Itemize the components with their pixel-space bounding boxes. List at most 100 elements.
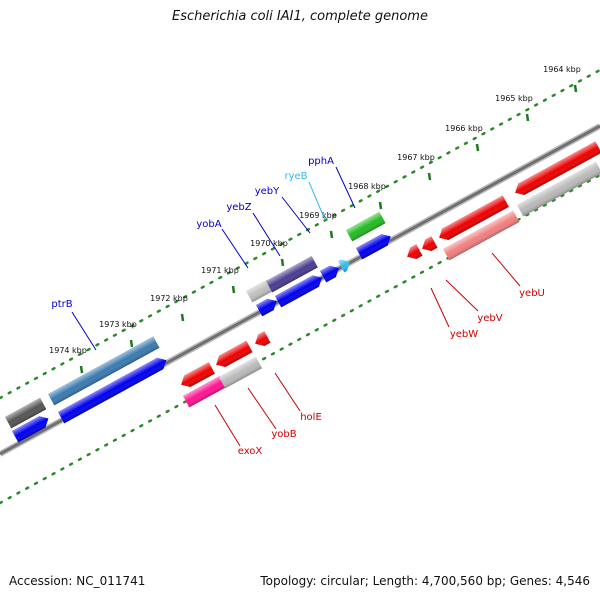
gene-shading	[183, 375, 227, 408]
gene-shading	[216, 340, 253, 368]
gene-shading	[48, 336, 160, 406]
label-leader-line	[214, 404, 241, 447]
gene-ryeB[interactable]	[338, 256, 353, 273]
gene-yobB[interactable]	[219, 356, 263, 389]
label-leader-line	[445, 279, 479, 312]
scale-tick-label: 1965 kbp	[495, 94, 533, 103]
label-leader-line	[308, 181, 326, 221]
gene-shading	[517, 161, 600, 217]
scale-tick-mark	[180, 313, 185, 322]
gene-label-yebW[interactable]: yebW	[450, 329, 478, 340]
label-leader-line	[252, 212, 281, 257]
scale-tick-mark	[329, 230, 334, 239]
gene-shading	[439, 195, 509, 241]
scale-tick-label: 1964 kbp	[543, 65, 581, 74]
gene-shading	[58, 357, 167, 424]
gene-ptrB[interactable]	[48, 336, 160, 406]
map-title: Escherichia coli IAI1, complete genome	[172, 9, 428, 24]
gene-shading	[515, 141, 600, 196]
gene-yobA[interactable]	[256, 295, 280, 317]
gene-block[interactable]	[5, 397, 47, 429]
gene-shading	[338, 259, 350, 273]
gene-shading	[443, 210, 520, 261]
scale-tick-mark	[231, 285, 236, 294]
gene-block[interactable]	[517, 161, 600, 217]
label-leader-line	[71, 311, 97, 351]
gene-yebV[interactable]	[419, 236, 438, 254]
gene-shading	[266, 256, 318, 293]
gene-label-yebU[interactable]: yebU	[519, 288, 545, 299]
gene-shading	[275, 275, 322, 308]
gene-arrow-reverse[interactable]	[436, 195, 509, 244]
scale-tick-mark	[525, 113, 530, 122]
scale-tick-mark	[280, 258, 285, 267]
gene-label-exoX[interactable]: exoX	[238, 446, 263, 457]
scale-tick-label: 1972 kbp	[150, 294, 188, 303]
gene-holE[interactable]	[252, 331, 271, 349]
gene-label-yobA[interactable]: yobA	[196, 219, 221, 230]
gene-label-ptrB[interactable]: ptrB	[51, 299, 72, 310]
label-leader-line	[221, 228, 249, 269]
gene-arrow-forward[interactable]	[12, 413, 52, 443]
scale-tick-label: 1974 kbp	[49, 346, 87, 355]
scale-tick-label: 1970 kbp	[250, 239, 288, 248]
gene-label-holE[interactable]: holE	[300, 412, 322, 423]
gene-shading	[12, 416, 49, 443]
gene-label-pphA[interactable]: pphA	[308, 156, 334, 167]
gene-label-ryeB[interactable]: ryeB	[284, 171, 307, 182]
gene-block[interactable]	[246, 279, 274, 303]
scale-tick-label: 1973 kbp	[99, 320, 137, 329]
scale-tick-mark	[573, 84, 578, 93]
label-leader-line	[247, 387, 277, 430]
scale-tick-mark	[378, 201, 383, 210]
gene-label-yebZ[interactable]: yebZ	[226, 202, 251, 213]
gene-features	[5, 141, 600, 443]
accession-text: Accession: NC_011741	[9, 574, 146, 588]
gene-arrow-reverse[interactable]	[213, 340, 253, 371]
scale-tick-label: 1969 kbp	[299, 211, 337, 220]
scale-tick-label: 1968 kbp	[348, 182, 386, 191]
gene-arrow-forward[interactable]	[356, 231, 394, 260]
gene-shading	[255, 331, 271, 347]
gene-yebZ[interactable]	[266, 256, 318, 293]
gene-arrow-reverse[interactable]	[512, 141, 600, 198]
gene-shading	[422, 236, 438, 252]
gene-shading	[5, 397, 47, 429]
scale-ticks: 1964 kbp 1965 kbp 1966 kbp 1967 kbp 1968 kbp…	[49, 65, 581, 374]
gene-arrow-forward[interactable]	[320, 262, 342, 283]
gene-shading	[219, 356, 263, 389]
gene-label-yebV[interactable]: yebV	[477, 313, 502, 324]
gene-label-yobB[interactable]: yobB	[271, 429, 296, 440]
gene-shading	[407, 244, 423, 260]
label-leader-line	[274, 372, 301, 412]
gene-shading	[181, 362, 215, 388]
gene-shading	[346, 211, 386, 242]
label-leader-line	[491, 252, 521, 287]
gene-pphA[interactable]	[346, 211, 386, 242]
gene-exoX[interactable]	[183, 375, 227, 408]
label-leader-line	[281, 196, 311, 234]
gene-yebW[interactable]	[404, 244, 423, 262]
scale-tick-mark	[475, 143, 480, 152]
gene-arrow-reverse[interactable]	[178, 362, 215, 390]
scale-tick-mark	[129, 339, 134, 348]
genome-summary-text: Topology: circular; Length: 4,700,560 bp…	[260, 574, 590, 588]
scale-tick-mark	[427, 172, 432, 181]
scale-tick-label: 1966 kbp	[445, 124, 483, 133]
gene-label-yebY[interactable]: yebY	[255, 186, 280, 197]
gene-yebU[interactable]	[443, 210, 520, 261]
gene-shading	[256, 298, 277, 317]
gene-arrow-forward[interactable]	[58, 354, 170, 424]
scale-tick-mark	[79, 365, 84, 374]
gene-yebY[interactable]	[275, 272, 325, 308]
gene-shading	[320, 265, 339, 283]
label-leader-line	[335, 166, 356, 209]
gene-shading	[356, 234, 391, 260]
scale-tick-label: 1971 kbp	[201, 266, 239, 275]
label-leader-line	[430, 287, 450, 328]
gene-shading	[246, 279, 274, 303]
outer-scale-line	[0, 68, 600, 400]
scale-tick-label: 1967 kbp	[397, 153, 435, 162]
